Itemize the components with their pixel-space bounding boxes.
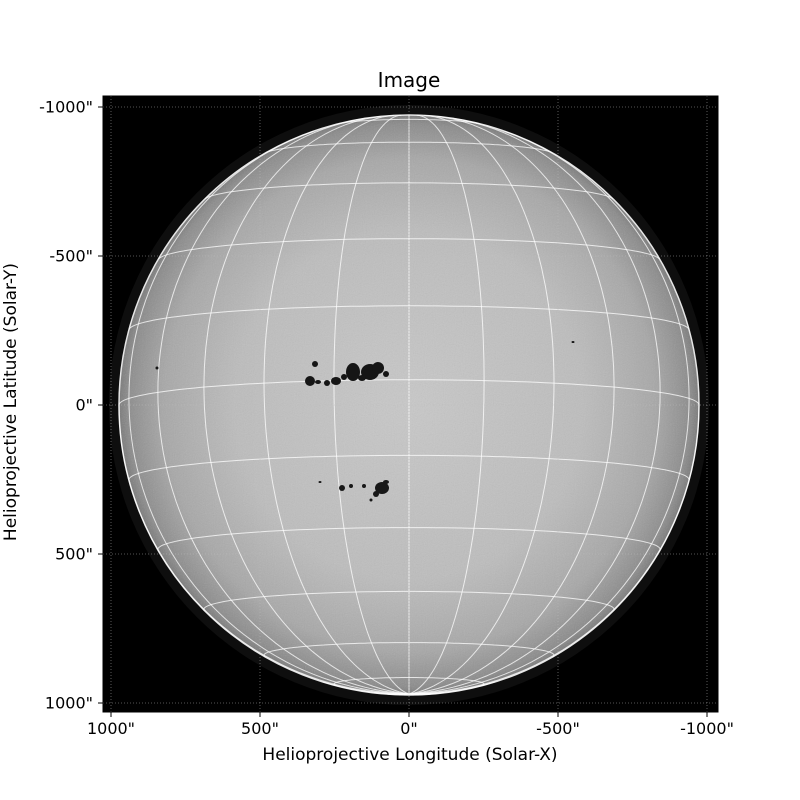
longitude-line (118, 404, 410, 695)
longitude-line (333, 114, 410, 695)
x-axis-label: Helioprojective Longitude (Solar-X) (262, 745, 558, 765)
sunspot-group-south (318, 480, 389, 502)
longitude-line (128, 130, 410, 695)
longitude-line (203, 115, 410, 695)
axes-frame (102, 95, 719, 713)
longitude-line (408, 115, 615, 695)
x-tick-label: 500" (241, 719, 279, 738)
y-tick-label: 500" (55, 544, 93, 564)
y-tick-label: -500" (49, 246, 93, 266)
y-axis-label: Helioprojective Latitude (Solar-Y) (1, 262, 21, 542)
y-tick-label: 0" (75, 395, 93, 415)
longitude-line (403, 693, 410, 696)
x-tick-label: 1000" (86, 719, 136, 738)
x-tick-label: -500" (536, 719, 580, 738)
x-tick-label: 0" (400, 719, 418, 738)
sunspot-group-north (155, 341, 575, 386)
longitude-line (408, 130, 690, 695)
longitude-line (408, 404, 700, 695)
tick-marks (98, 106, 708, 717)
longitude-line (408, 117, 661, 695)
y-tick-label: -1000" (39, 97, 93, 117)
plot-title: Image (377, 68, 441, 92)
x-tick-label: -1000" (680, 719, 734, 738)
heliographic-grid (118, 114, 700, 696)
longitude-line (263, 114, 410, 695)
longitude-line (408, 114, 485, 695)
longitude-line (408, 114, 555, 695)
longitude-line (157, 117, 410, 695)
helioprojective-grid (103, 96, 718, 712)
y-tick-label: 1000" (44, 693, 93, 713)
